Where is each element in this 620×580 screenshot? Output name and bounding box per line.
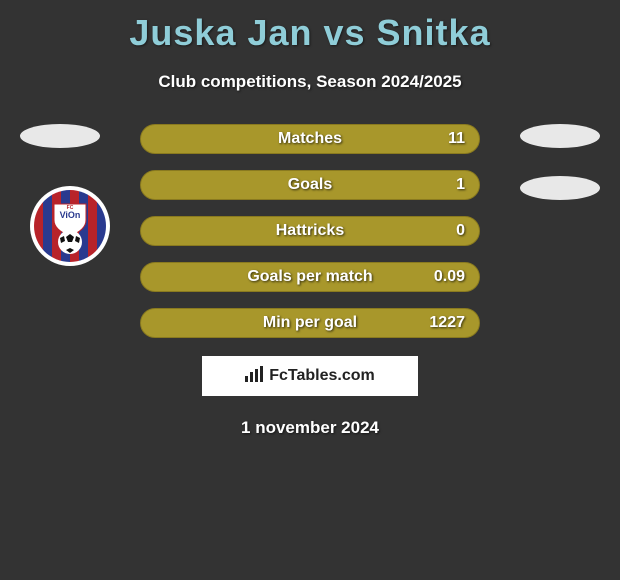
stat-row: Min per goal 1227	[140, 308, 480, 338]
stat-row: Hattricks 0	[140, 216, 480, 246]
stat-value: 0.09	[434, 268, 465, 286]
brand-text: FcTables.com	[269, 367, 375, 385]
stat-label: Matches	[141, 130, 479, 148]
svg-text:FC: FC	[67, 205, 74, 211]
left-player-placeholder	[20, 124, 100, 148]
chart-icon	[245, 366, 263, 387]
brand-box: FcTables.com	[202, 356, 418, 396]
right-player-placeholder-1	[520, 124, 600, 148]
stat-label: Goals per match	[141, 268, 479, 286]
right-player-placeholder-2	[520, 176, 600, 200]
club-logo: ViOn FC	[30, 186, 110, 266]
stat-row: Goals 1	[140, 170, 480, 200]
stat-label: Min per goal	[141, 314, 479, 332]
stat-value: 0	[456, 222, 465, 240]
date-line: 1 november 2024	[0, 418, 620, 438]
stat-label: Hattricks	[141, 222, 479, 240]
stat-value: 1227	[429, 314, 465, 332]
stats-area: ViOn FC Matches 11 Goals 1 Hattricks 0 G…	[0, 124, 620, 338]
stat-row: Matches 11	[140, 124, 480, 154]
stat-bars: Matches 11 Goals 1 Hattricks 0 Goals per…	[140, 124, 480, 338]
page-title: Juska Jan vs Snitka	[0, 0, 620, 54]
stat-value: 11	[448, 130, 465, 148]
stat-row: Goals per match 0.09	[140, 262, 480, 292]
subtitle: Club competitions, Season 2024/2025	[0, 72, 620, 92]
stat-label: Goals	[141, 176, 479, 194]
svg-text:ViOn: ViOn	[60, 210, 81, 220]
stat-value: 1	[456, 176, 465, 194]
